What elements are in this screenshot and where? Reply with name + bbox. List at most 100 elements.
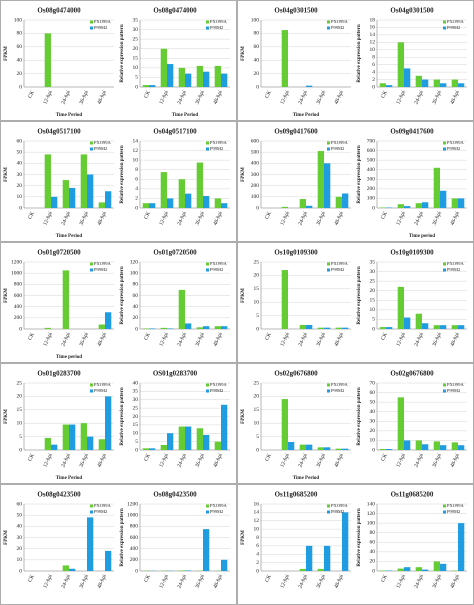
y-tick-label: 5 bbox=[256, 313, 259, 319]
y-tick-label: 0 bbox=[135, 568, 138, 574]
x-tick-label: 36-hpi bbox=[194, 573, 206, 589]
y-tick-label: 10 bbox=[370, 47, 376, 53]
x-tick-label: CK bbox=[264, 332, 273, 341]
bar bbox=[451, 198, 458, 208]
y-tick-label: 80 bbox=[370, 530, 376, 536]
legend-label: P99M2 bbox=[331, 388, 344, 393]
x-tick-label: 12-hpi bbox=[42, 452, 54, 468]
x-tick-label: 48-hpi bbox=[449, 331, 461, 347]
bar bbox=[214, 198, 221, 208]
bar bbox=[306, 205, 313, 208]
legend-swatch bbox=[443, 268, 446, 272]
bar bbox=[422, 569, 429, 571]
chart-title: Os01g0720500 bbox=[37, 249, 81, 257]
x-tick-label: 12-hpi bbox=[279, 210, 291, 226]
bar bbox=[299, 444, 306, 450]
y-tick-label: 100 bbox=[14, 17, 23, 23]
bar bbox=[214, 326, 221, 329]
x-tick-label: 48-hpi bbox=[449, 452, 461, 468]
y-tick-label: 10 bbox=[133, 431, 139, 437]
x-tick-label: CK bbox=[380, 574, 389, 583]
x-tick-label: 48-hpi bbox=[212, 452, 224, 468]
bar bbox=[306, 324, 313, 329]
y-tick-label: 15 bbox=[133, 56, 139, 62]
legend-swatch bbox=[90, 147, 93, 151]
legend-swatch bbox=[327, 147, 330, 151]
x-tick-label: 12-hpi bbox=[279, 573, 291, 589]
x-tick-label: 24-hpi bbox=[413, 210, 425, 226]
y-tick-label: 0 bbox=[19, 205, 22, 211]
legend-swatch bbox=[90, 262, 93, 266]
bar bbox=[299, 324, 306, 329]
bar bbox=[196, 162, 203, 208]
y-tick-label: 4 bbox=[135, 186, 138, 192]
y-tick-label: 400 bbox=[251, 161, 260, 167]
bar bbox=[203, 434, 210, 450]
legend-label: P99M2 bbox=[94, 146, 107, 151]
chart-title: Os04g0301500 bbox=[274, 7, 318, 15]
legend-swatch bbox=[443, 262, 446, 266]
x-tick-label: 48-hpi bbox=[333, 89, 345, 105]
y-axis-label: FPKM bbox=[241, 530, 246, 545]
y-tick-label: 50 bbox=[370, 399, 376, 405]
y-tick-label: 14 bbox=[254, 510, 260, 516]
bar bbox=[69, 424, 76, 450]
x-tick-label: CK bbox=[27, 453, 36, 462]
bar bbox=[342, 327, 349, 329]
bar bbox=[167, 433, 174, 450]
y-tick-label: 700 bbox=[367, 138, 376, 144]
chart-title: Os11g0685200 bbox=[275, 491, 318, 499]
legend-label: P99M2 bbox=[210, 25, 223, 30]
y-tick-label: 400 bbox=[14, 304, 23, 310]
y-tick-label: 4 bbox=[256, 552, 259, 558]
bar bbox=[415, 75, 422, 87]
y-tick-label: 60 bbox=[17, 501, 23, 507]
y-tick-label: 100 bbox=[367, 520, 376, 526]
bar bbox=[142, 85, 149, 87]
y-tick-label: 100 bbox=[251, 194, 260, 200]
legend-swatch bbox=[90, 26, 93, 30]
legend-label: P99M2 bbox=[331, 267, 344, 272]
y-tick-label: 30 bbox=[370, 269, 376, 275]
y-tick-label: 30 bbox=[133, 397, 139, 403]
x-tick-label: CK bbox=[27, 574, 36, 583]
bar bbox=[422, 444, 429, 450]
legend-label: PXO99A bbox=[331, 19, 349, 24]
x-tick-label: CK bbox=[380, 211, 389, 220]
bar bbox=[433, 441, 440, 450]
bar bbox=[149, 448, 156, 450]
legend-swatch bbox=[443, 383, 446, 387]
y-tick-label: 20 bbox=[370, 288, 376, 294]
chart-title: Os01g0283700 bbox=[37, 370, 81, 378]
bar bbox=[440, 83, 447, 87]
x-tick-label: CK bbox=[264, 211, 273, 220]
bar bbox=[306, 444, 313, 450]
y-tick-label: 200 bbox=[367, 186, 376, 192]
bar bbox=[422, 79, 429, 87]
bar bbox=[335, 327, 342, 329]
bar bbox=[433, 325, 440, 329]
x-tick-label: CK bbox=[380, 90, 389, 99]
legend-label: P99M2 bbox=[210, 509, 223, 514]
x-tick-label: 48-hpi bbox=[212, 89, 224, 105]
y-axis-label: Relative expression pattern bbox=[357, 145, 362, 203]
x-tick-label: 36-hpi bbox=[194, 331, 206, 347]
y-tick-label: 10 bbox=[17, 194, 23, 200]
y-tick-label: 600 bbox=[367, 148, 376, 154]
bar bbox=[221, 203, 228, 208]
x-tick-label: 12-hpi bbox=[158, 89, 170, 105]
bar bbox=[386, 449, 393, 450]
x-tick-label: CK bbox=[27, 211, 36, 220]
chart-title: Os04g0301500 bbox=[390, 7, 434, 15]
bar bbox=[299, 568, 306, 571]
x-tick-label: 48-hpi bbox=[96, 573, 108, 589]
x-tick-label: 24-hpi bbox=[176, 210, 188, 226]
bar bbox=[433, 167, 440, 208]
x-tick-label: 36-hpi bbox=[315, 210, 327, 226]
legend-swatch bbox=[327, 141, 330, 145]
y-tick-label: 10 bbox=[254, 299, 260, 305]
y-axis-label: FPKM bbox=[4, 530, 9, 545]
bar bbox=[397, 568, 404, 571]
bar bbox=[342, 193, 349, 208]
legend-label: PXO99A bbox=[447, 140, 465, 145]
